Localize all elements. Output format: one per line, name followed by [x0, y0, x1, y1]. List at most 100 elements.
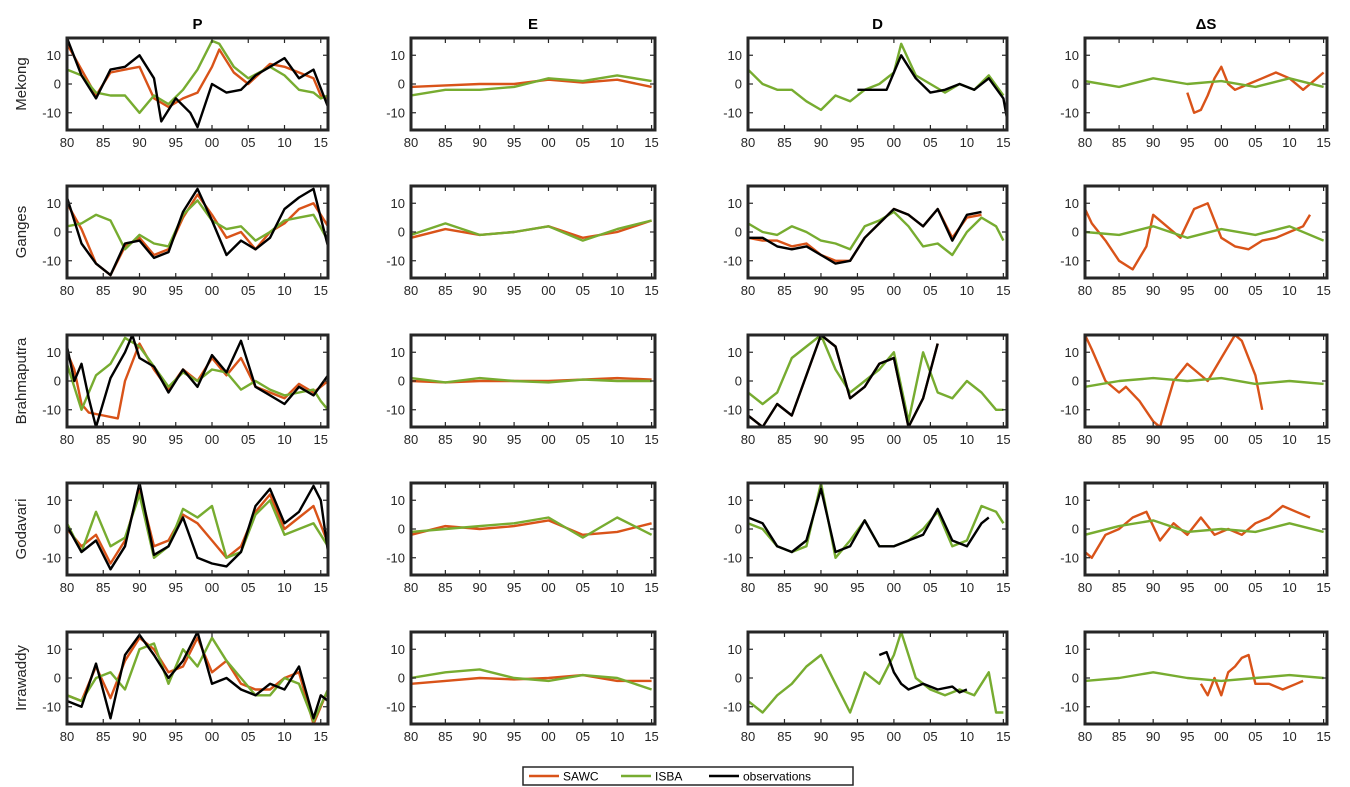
panel-ganges-d-xtick-label: 90: [814, 283, 828, 298]
panel-brahmaputra-s-xtick-label: 00: [1214, 432, 1228, 447]
panel-mekong-s-xtick-label: 80: [1078, 135, 1092, 150]
panel-mekong-s-xtick-label: 15: [1316, 135, 1330, 150]
panel-brahmaputra-e-ytick-label: -10: [386, 402, 405, 417]
panel-godavari-s-xtick-label: 00: [1214, 580, 1228, 595]
panel-mekong-d-xtick-label: 95: [850, 135, 864, 150]
panel-irrawaddy-s-xtick-label: 10: [1282, 729, 1296, 744]
panel-mekong-s-ytick-label: -10: [1060, 105, 1079, 120]
panel-ganges-s-ytick-label: 10: [1065, 196, 1079, 211]
panel-mekong-p-ytick-label: -10: [42, 105, 61, 120]
panel-ganges-d-xtick-label: 10: [960, 283, 974, 298]
panel-irrawaddy-s-xtick-label: 00: [1214, 729, 1228, 744]
panel-irrawaddy-p-ytick-label: 10: [47, 642, 61, 657]
row-label-irrawaddy: Irrawaddy: [13, 645, 30, 711]
panel-godavari-d-xtick-label: 15: [996, 580, 1010, 595]
panel-mekong-e-xtick-label: 80: [404, 135, 418, 150]
panel-ganges-e-xtick-label: 95: [507, 283, 521, 298]
panel-ganges-s-ytick-label: 0: [1072, 225, 1079, 240]
panel-mekong-s-xtick-label: 95: [1180, 135, 1194, 150]
panel-mekong-p-series-sawc: [67, 43, 328, 109]
panel-mekong-p-series-isba: [67, 39, 328, 115]
panel-godavari-e-xtick-label: 80: [404, 580, 418, 595]
panel-godavari-e: -10 0 10 80 85 90 95 00 05 10 15: [386, 481, 659, 595]
panel-brahmaputra-d-xtick-label: 00: [887, 432, 901, 447]
panel-ganges-s-ytick-label: -10: [1060, 253, 1079, 268]
panel-ganges-s-xtick-label: 80: [1078, 283, 1092, 298]
panel-godavari-s-xtick-label: 10: [1282, 580, 1296, 595]
panel-mekong-s-xtick-label: 10: [1282, 135, 1296, 150]
panel-ganges-e-xtick-label: 15: [644, 283, 658, 298]
panel-mekong-d-series-observations: [857, 54, 1007, 119]
panel-mekong-s-xtick-label: 00: [1214, 135, 1228, 150]
panel-brahmaputra-p-ytick-label: -10: [42, 402, 61, 417]
legend-box: [522, 766, 854, 786]
panel-godavari-p-ytick-label: -10: [42, 550, 61, 565]
panel-brahmaputra-p-xtick-label: 10: [277, 432, 291, 447]
legend-label-observations: observations: [743, 770, 811, 784]
panel-ganges-p-xtick-label: 15: [314, 283, 328, 298]
legend-label-isba: ISBA: [655, 770, 682, 784]
panel-mekong-d-ytick-label: 0: [735, 77, 742, 92]
panel-irrawaddy-p-xtick-label: 10: [277, 729, 291, 744]
panel-irrawaddy-e-ytick-label: -10: [386, 699, 405, 714]
panel-godavari-p-xtick-label: 95: [169, 580, 183, 595]
panel-mekong-p-xtick-label: 85: [96, 135, 110, 150]
panel-irrawaddy-s-xtick-label: 80: [1078, 729, 1092, 744]
panel-godavari-d-xtick-label: 05: [923, 580, 937, 595]
panel-godavari-s-series-isba: [1085, 519, 1324, 536]
panel-ganges-s-xtick-label: 90: [1146, 283, 1160, 298]
panel-irrawaddy-d: -10 0 10 80 85 90 95 00 05 10 15: [723, 630, 1011, 744]
panel-ganges-p-series-observations: [67, 187, 328, 277]
panel-godavari-p-ytick-label: 0: [54, 522, 61, 537]
panel-irrawaddy-d-series-observations: [878, 650, 968, 694]
panel-mekong-d-xtick-label: 15: [996, 135, 1010, 150]
panel-ganges-p-xtick-label: 00: [205, 283, 219, 298]
panel-irrawaddy-p-xtick-label: 05: [241, 729, 255, 744]
column-title-s: ΔS: [1196, 16, 1217, 33]
panel-ganges-p-xtick-label: 90: [132, 283, 146, 298]
panel-irrawaddy-e-xtick-label: 80: [404, 729, 418, 744]
panel-mekong-s-series-isba: [1085, 77, 1324, 89]
panel-irrawaddy-e-ytick-label: 10: [391, 642, 405, 657]
panel-mekong-e-axes-box: [409, 36, 657, 132]
panel-godavari-d-xtick-label: 00: [887, 580, 901, 595]
panel-brahmaputra-d-xtick-label: 15: [996, 432, 1010, 447]
panel-ganges-p-ytick-label: -10: [42, 253, 61, 268]
panel-brahmaputra-d-xtick-label: 85: [777, 432, 791, 447]
panel-mekong-e: -10 0 10 80 85 90 95 00 05 10 15: [386, 36, 659, 150]
panel-mekong-p-xtick-label: 05: [241, 135, 255, 150]
panel-brahmaputra-s-xtick-label: 05: [1248, 432, 1262, 447]
panel-brahmaputra-s-ytick-label: -10: [1060, 402, 1079, 417]
panel-mekong-e-xtick-label: 00: [541, 135, 555, 150]
panel-brahmaputra-p-xtick-label: 15: [314, 432, 328, 447]
panel-brahmaputra-e: -10 0 10 80 85 90 95 00 05 10 15: [386, 333, 659, 447]
panel-irrawaddy-p-xtick-label: 80: [60, 729, 74, 744]
panel-irrawaddy-p-series-observations: [67, 632, 328, 720]
panel-mekong-d-xtick-label: 00: [887, 135, 901, 150]
panel-godavari-e-ytick-label: 0: [398, 522, 405, 537]
panel-godavari-s-ytick-label: 0: [1072, 522, 1079, 537]
panel-godavari-p-series-observations: [67, 483, 328, 571]
panel-brahmaputra-s-xtick-label: 90: [1146, 432, 1160, 447]
panel-mekong-e-xtick-label: 05: [576, 135, 590, 150]
panel-mekong-p: -10 0 10 80 85 90 95 00 05 10 15: [42, 36, 330, 150]
panel-ganges-p: -10 0 10 80 85 90 95 00 05 10 15: [42, 184, 330, 298]
panel-irrawaddy-s-series-sawc: [1199, 653, 1304, 697]
panel-godavari-p-xtick-label: 85: [96, 580, 110, 595]
panel-brahmaputra-d-series-observations: [748, 335, 939, 427]
panel-mekong-s-xtick-label: 05: [1248, 135, 1262, 150]
panel-godavari-d-xtick-label: 10: [960, 580, 974, 595]
panel-irrawaddy-s: -10 0 10 80 85 90 95 00 05 10 15: [1060, 630, 1331, 744]
panel-brahmaputra-p-xtick-label: 85: [96, 432, 110, 447]
panel-godavari-s-xtick-label: 05: [1248, 580, 1262, 595]
panel-irrawaddy-e-xtick-label: 15: [644, 729, 658, 744]
panel-brahmaputra-e-xtick-label: 80: [404, 432, 418, 447]
panel-mekong-p-xtick-label: 15: [314, 135, 328, 150]
panel-godavari-d-series-observations: [748, 487, 990, 554]
panel-irrawaddy-e-xtick-label: 85: [438, 729, 452, 744]
panel-mekong-p-xtick-label: 10: [277, 135, 291, 150]
panel-irrawaddy-s-xtick-label: 95: [1180, 729, 1194, 744]
panel-mekong-e-xtick-label: 85: [438, 135, 452, 150]
panel-mekong-d-xtick-label: 05: [923, 135, 937, 150]
panel-irrawaddy-p-xtick-label: 90: [132, 729, 146, 744]
